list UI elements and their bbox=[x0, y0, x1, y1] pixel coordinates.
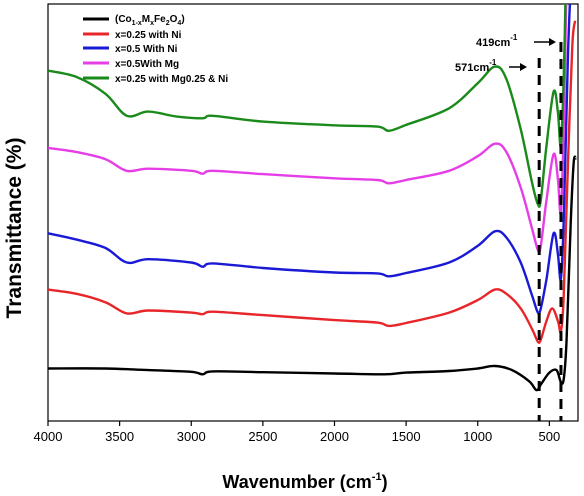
x-tick-label-2500: 2500 bbox=[248, 429, 277, 444]
legend-label-1: x=0.25 with Ni bbox=[115, 30, 182, 41]
legend: (Co1-xMxFe2O4) x=0.25 with Ni x=0.5 With… bbox=[83, 14, 228, 85]
x-tick-label-3000: 3000 bbox=[177, 429, 206, 444]
legend-label-0: (Co1-xMxFe2O4) bbox=[115, 14, 185, 27]
x-tick-label-500: 500 bbox=[538, 429, 560, 444]
annotation-419-arrowhead bbox=[549, 38, 556, 46]
x-axis-ticks: 4000 3500 3000 2500 2000 1500 1000 500 bbox=[34, 421, 560, 444]
series-line-4 bbox=[48, 4, 567, 208]
annotation-571: 571cm-1 bbox=[455, 58, 527, 74]
x-axis-label: Wavenumber (cm-1) bbox=[222, 471, 387, 492]
plot-frame bbox=[47, 3, 579, 422]
peak-markers bbox=[537, 42, 563, 421]
annotation-419-label: 419cm-1 bbox=[476, 33, 518, 49]
legend-label-3: x=0.5With Mg bbox=[115, 59, 179, 70]
x-tick-label-1500: 1500 bbox=[392, 429, 421, 444]
annotation-419: 419cm-1 bbox=[476, 33, 556, 49]
series-line-3 bbox=[48, 4, 568, 254]
series-line-0 bbox=[48, 155, 578, 392]
x-tick-label-1000: 1000 bbox=[463, 429, 492, 444]
legend-label-2: x=0.5 With Ni bbox=[115, 44, 178, 55]
legend-label-4: x=0.25 with Mg0.25 & Ni bbox=[115, 74, 228, 85]
y-axis-label: Transmittance (%) bbox=[3, 138, 26, 319]
x-tick-label-4000: 4000 bbox=[34, 429, 63, 444]
x-tick-label-3500: 3500 bbox=[105, 429, 134, 444]
series-line-2 bbox=[48, 4, 572, 315]
annotation-571-arrowhead bbox=[520, 63, 527, 71]
annotation-571-label: 571cm-1 bbox=[455, 58, 497, 74]
x-tick-label-2000: 2000 bbox=[320, 429, 349, 444]
